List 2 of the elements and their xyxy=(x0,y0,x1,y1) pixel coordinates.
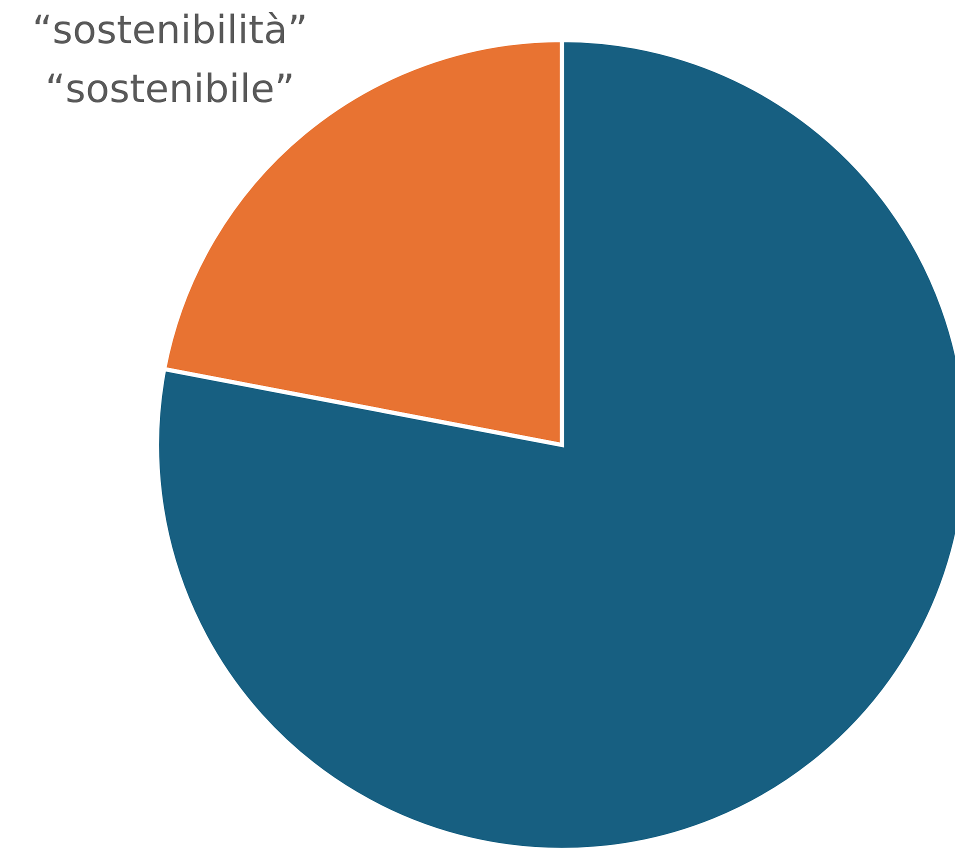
text: “sostenibilità” xyxy=(36,12,304,44)
text: “sostenibile” xyxy=(48,72,292,103)
